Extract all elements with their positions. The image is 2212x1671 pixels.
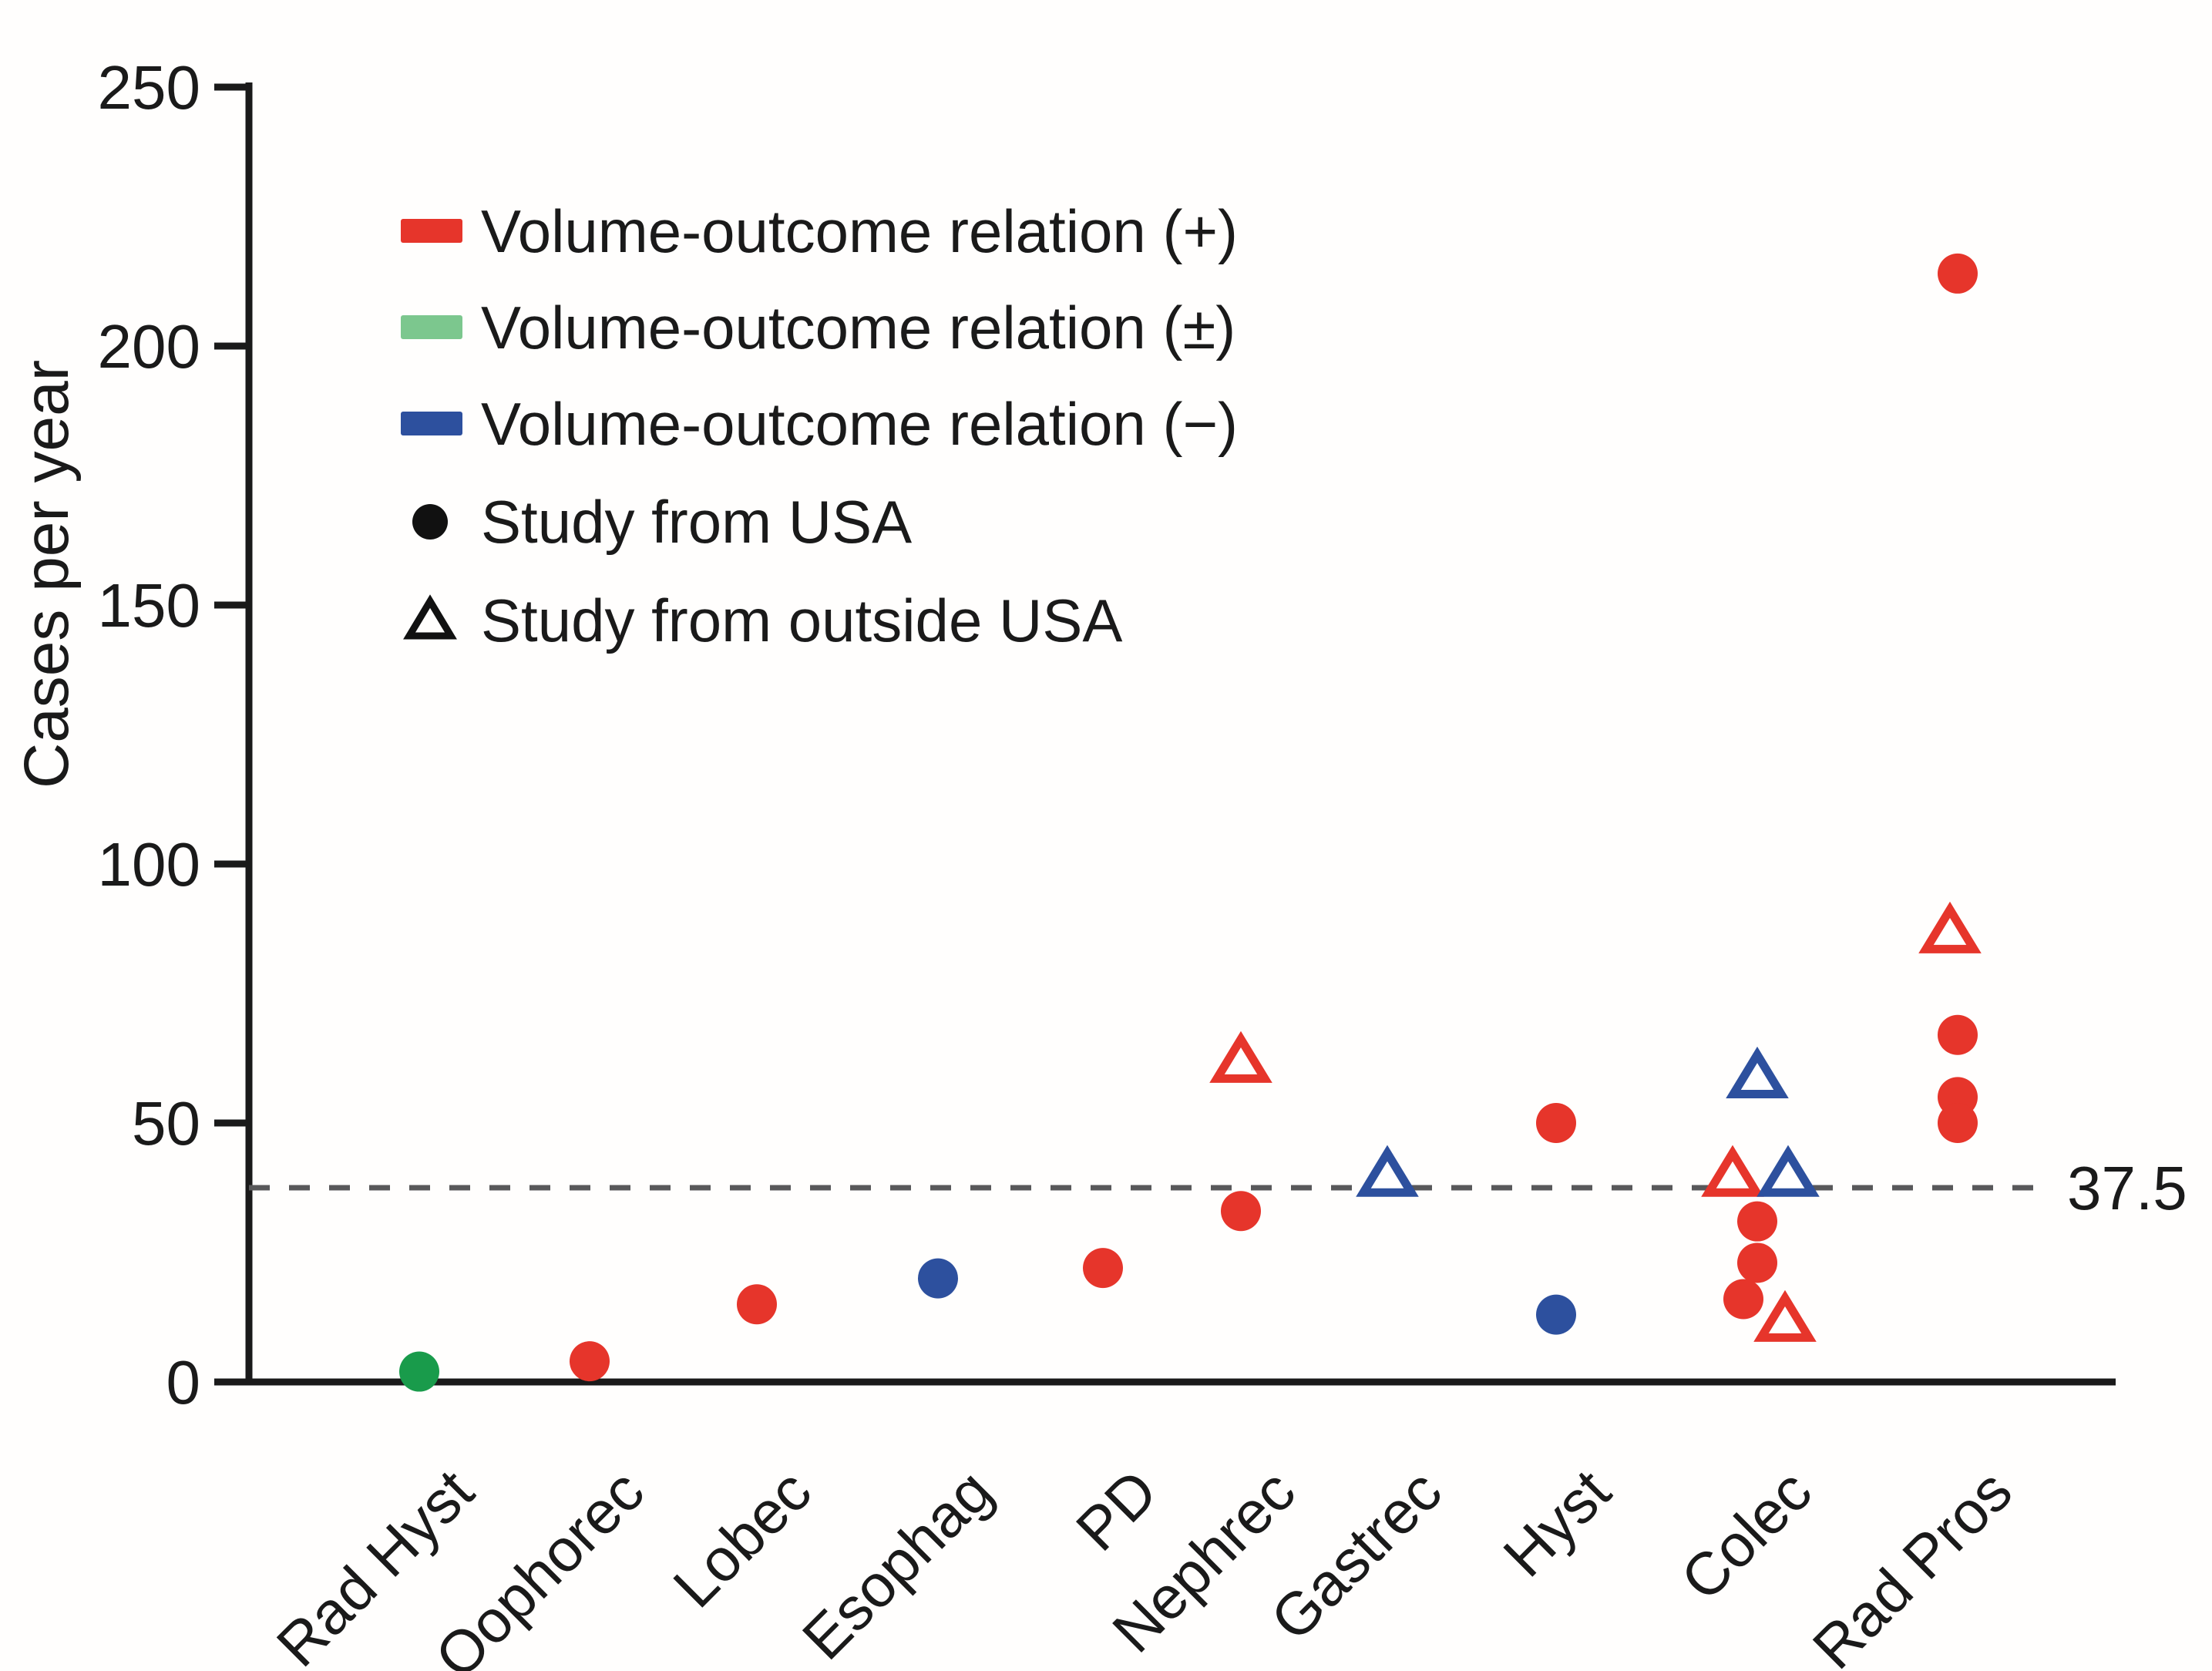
data-point-colec-12: [1753, 1289, 1817, 1342]
data-point-colec-40: [1701, 1145, 1764, 1197]
data-point-rad-pros-214: [1938, 253, 1978, 294]
x-category-label: Hyst: [1490, 1457, 1623, 1590]
data-point-colec-59: [1726, 1046, 1789, 1099]
data-point-gastrec-40: [1356, 1145, 1419, 1197]
data-point-lobec-15: [737, 1284, 777, 1325]
y-tick-label: 150: [98, 571, 200, 640]
legend-label: Study from USA: [481, 488, 912, 556]
legend-swatch-mixed-icon: [401, 315, 462, 339]
reference-line-label: 37.5: [2067, 1154, 2187, 1222]
data-point-rad-pros-87: [1918, 901, 1982, 953]
data-point-colec-16: [1723, 1279, 1763, 1320]
data-point-hyst-50: [1536, 1103, 1576, 1143]
legend-label: Volume-outcome relation (−): [481, 390, 1238, 458]
data-point-rad-pros-67: [1938, 1014, 1978, 1055]
y-tick-label: 200: [98, 312, 200, 381]
x-category-label: Rad Pros: [1800, 1457, 2025, 1671]
legend-filled-circle-icon: [412, 504, 448, 540]
x-category-label: PD: [1063, 1457, 1170, 1564]
legend-open-triangle-icon: [403, 594, 457, 640]
x-category-label: Lobec: [661, 1457, 825, 1621]
x-category-label: Colec: [1668, 1457, 1824, 1613]
data-point-colec-40: [1756, 1145, 1820, 1197]
y-tick-label: 250: [98, 53, 200, 122]
data-point-colec-31: [1737, 1201, 1777, 1242]
y-tick-label: 100: [98, 830, 200, 899]
data-point-esophag-20: [918, 1258, 958, 1299]
legend-label: Volume-outcome relation (±): [481, 294, 1235, 361]
y-tick-label: 0: [166, 1348, 201, 1417]
data-point-rad-pros-50: [1938, 1103, 1978, 1143]
legend-swatch-positive-icon: [401, 219, 462, 243]
data-point-oophorec-4: [570, 1341, 610, 1382]
data-point-colec-23: [1737, 1242, 1777, 1283]
data-point-hyst-13: [1536, 1294, 1576, 1335]
data-point-pd-22: [1083, 1248, 1123, 1289]
y-axis-title: Cases per year: [12, 360, 82, 788]
legend-label: Study from outside USA: [481, 587, 1122, 654]
data-point-nephrec-33: [1221, 1191, 1261, 1232]
y-tick-label: 50: [132, 1089, 200, 1158]
x-category-label: Esophag: [789, 1457, 1005, 1671]
data-point-rad-hyst-2: [399, 1351, 439, 1392]
legend-swatch-negative-icon: [401, 412, 462, 435]
legend-label: Volume-outcome relation (+): [481, 197, 1238, 265]
data-point-nephrec-62: [1209, 1031, 1272, 1083]
